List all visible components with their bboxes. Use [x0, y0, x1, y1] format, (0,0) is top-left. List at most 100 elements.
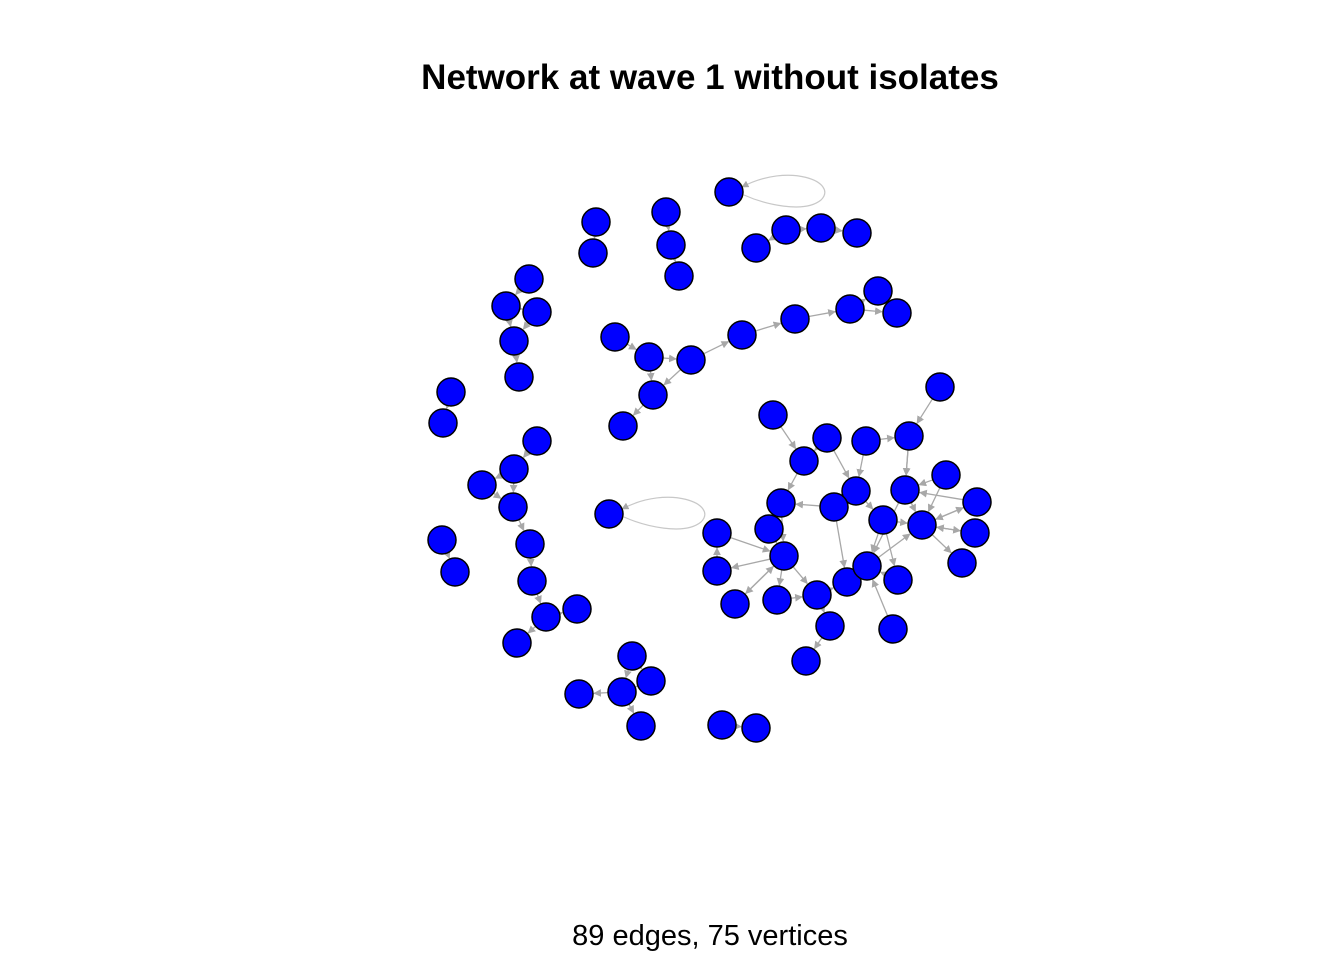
vertex	[626, 711, 656, 741]
vertex	[754, 514, 784, 544]
edge	[885, 533, 897, 567]
edge	[515, 286, 524, 296]
edge	[908, 502, 917, 513]
vertex	[581, 207, 611, 237]
vertex	[638, 380, 668, 410]
edge	[527, 625, 537, 634]
edge	[808, 309, 837, 318]
edge	[663, 369, 682, 386]
vertex	[758, 400, 788, 430]
vertex	[707, 710, 737, 740]
edge	[730, 536, 771, 553]
edge	[505, 318, 513, 328]
vertex	[656, 230, 686, 260]
vertex	[499, 326, 529, 356]
vertex	[467, 470, 497, 500]
edge	[522, 321, 531, 330]
vertex	[931, 460, 961, 490]
vertex	[806, 213, 836, 243]
vertex	[851, 426, 881, 456]
vertex	[664, 261, 694, 291]
vertex	[702, 518, 732, 548]
vertex	[502, 628, 532, 658]
vertex	[842, 218, 872, 248]
edge	[916, 398, 934, 424]
edge	[879, 434, 895, 443]
edge	[703, 341, 730, 355]
edge	[646, 370, 655, 381]
edge	[593, 689, 609, 697]
vertex	[522, 297, 552, 327]
vertex	[766, 488, 796, 518]
edge	[931, 534, 952, 554]
vertex	[562, 594, 592, 624]
edge	[787, 472, 798, 491]
vertex	[771, 215, 801, 245]
vertex	[852, 551, 882, 581]
edge	[494, 471, 504, 479]
vertex	[741, 233, 771, 263]
vertex	[802, 580, 832, 610]
vertex	[819, 492, 849, 522]
vertex	[894, 421, 924, 451]
edge	[624, 669, 632, 679]
edge	[902, 449, 911, 476]
vertex	[636, 666, 666, 696]
plot-title: Network at wave 1 without isolates	[421, 58, 999, 97]
vertex	[815, 611, 845, 641]
edge	[523, 449, 531, 459]
vertex	[608, 411, 638, 441]
vertex	[564, 679, 594, 709]
edge	[512, 354, 520, 363]
edge	[626, 703, 635, 714]
edge	[935, 506, 965, 521]
vertex	[947, 548, 977, 578]
vertex	[841, 476, 871, 506]
edge	[863, 307, 883, 316]
vertex	[517, 566, 547, 596]
vertex	[594, 499, 624, 529]
vertex	[515, 529, 545, 559]
loop-edge	[621, 496, 706, 530]
vertex	[727, 320, 757, 350]
vertex	[878, 614, 908, 644]
vertex	[832, 567, 862, 597]
edge	[877, 533, 911, 559]
edges-layer	[443, 174, 965, 730]
edge	[792, 566, 808, 585]
vertex	[868, 505, 898, 535]
vertex	[514, 264, 544, 294]
vertex	[607, 677, 637, 707]
edge	[918, 478, 934, 487]
edge	[632, 404, 644, 416]
vertex	[531, 602, 561, 632]
vertex	[720, 589, 750, 619]
vertex	[863, 276, 893, 306]
edge	[879, 571, 889, 579]
vertex	[791, 646, 821, 676]
edge	[927, 487, 941, 513]
vertex	[789, 446, 819, 476]
edge	[817, 604, 826, 613]
vertex	[522, 426, 552, 456]
edge	[768, 233, 777, 241]
vertex	[960, 518, 990, 548]
vertex	[578, 238, 608, 268]
plot-subtitle: 89 edges, 75 vertices	[572, 920, 848, 952]
edge	[755, 321, 782, 332]
edge	[813, 637, 823, 650]
vertex	[769, 541, 799, 571]
vertices-layer	[427, 177, 992, 743]
vertex	[702, 556, 732, 586]
vertex	[762, 585, 792, 615]
edge	[492, 491, 502, 499]
edge	[936, 524, 962, 533]
edge	[871, 579, 889, 617]
vertex	[882, 298, 912, 328]
edge	[626, 342, 637, 350]
vertex	[780, 304, 810, 334]
vertex	[741, 713, 771, 743]
edge	[835, 520, 848, 568]
edge	[730, 558, 771, 570]
